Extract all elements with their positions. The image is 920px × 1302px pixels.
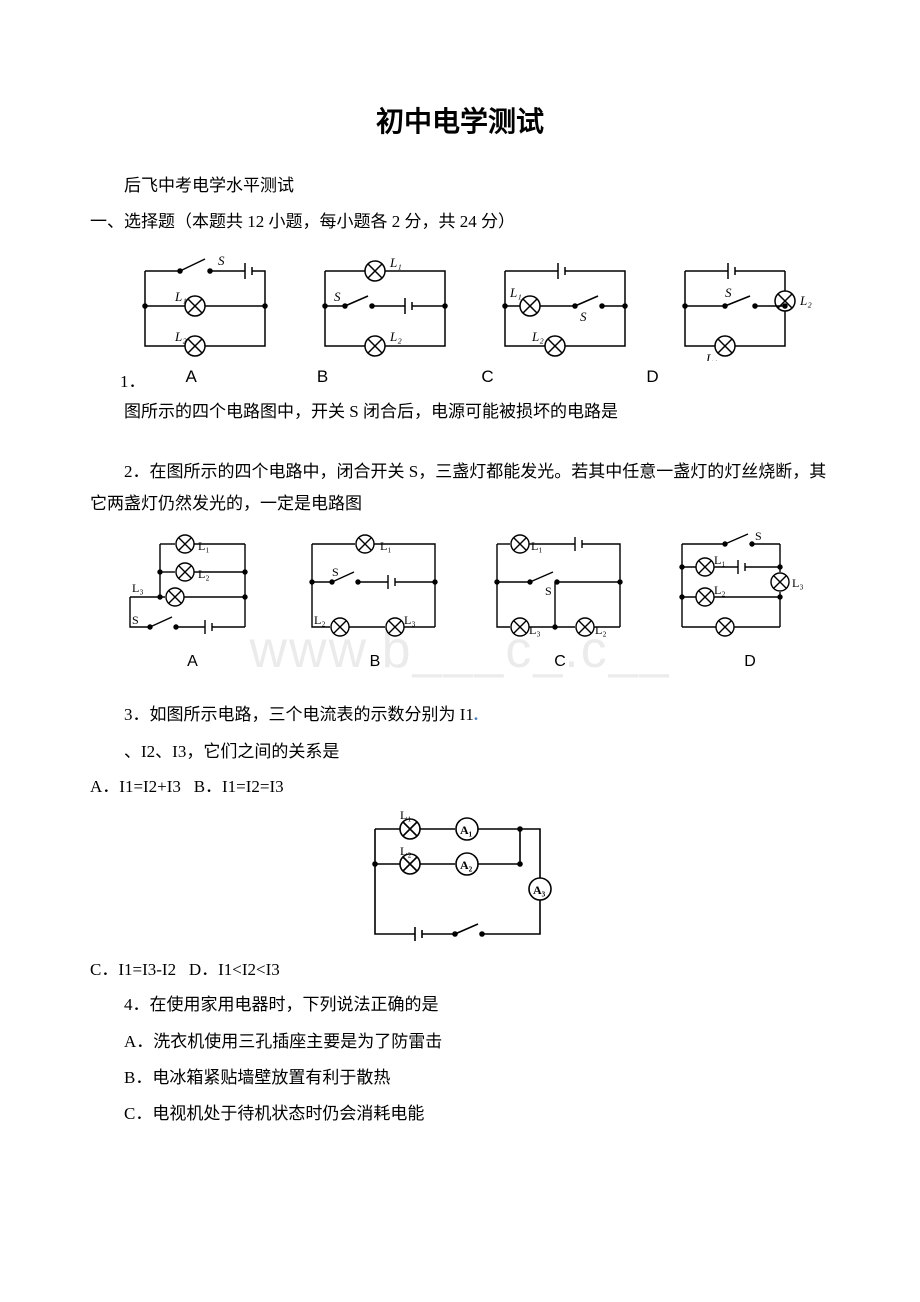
q1-opt-d: D <box>568 367 738 392</box>
q2-circuit-d-svg: S L₁ L₂ L₃ <box>670 532 830 647</box>
q1-circuit-a: S L₁ L₂ <box>130 251 280 361</box>
q2-opt-a: A <box>187 653 198 671</box>
label-l3: L₃ <box>132 581 144 595</box>
label-s: S <box>545 584 552 598</box>
label-l2: L₂ <box>314 613 326 627</box>
q3-line1-text: 3．如图所示电路，三个电流表的示数分别为 I1 <box>124 705 474 724</box>
q3-line1: 3．如图所示电路，三个电流表的示数分别为 I1. <box>90 699 830 731</box>
q1-circuit-d: S L₂ L₁ <box>670 251 830 361</box>
section-heading: 一、选择题（本题共 12 小题，每小题各 2 分，共 24 分） <box>90 206 830 238</box>
q1-text: 图所示的四个电路图中，开关 S 闭合后，电源可能被损坏的电路是 <box>90 396 830 428</box>
label-l2: L₂ <box>174 329 187 344</box>
q1-opt-a: A <box>186 367 238 392</box>
q1-circuit-b: L₁ S L₂ <box>310 251 460 361</box>
label-s: S <box>755 532 762 543</box>
q2-opt-b: B <box>370 653 381 671</box>
label-l2: L₂ <box>389 329 402 344</box>
q1-option-labels: 1． A B C D <box>150 367 830 392</box>
label-l3: L₃ <box>792 576 804 590</box>
label-l1: L₁ <box>714 553 726 567</box>
label-s: S <box>725 285 732 300</box>
label-l2: L₂ <box>400 844 412 858</box>
q3-opt-c: C．I1=I3-I2 <box>90 960 176 979</box>
document-page: www.b___c_.c__ 初中电学测试 后飞中考电学水平测试 一、选择题（本… <box>0 0 920 1194</box>
q4-opt-a: A．洗衣机使用三孔插座主要是为了防雷击 <box>90 1026 830 1058</box>
q1-circuit-c: L₁ S L₂ <box>490 251 640 361</box>
label-l1: L₁ <box>705 351 718 361</box>
label-l1: L₁ <box>400 809 412 822</box>
q1-opt-b: B <box>238 367 408 392</box>
q2-opt-d: D <box>744 653 756 671</box>
label-s: S <box>334 289 341 304</box>
label-l2: L₂ <box>595 623 607 637</box>
q2-circuit-b-svg: L₁ S L₂ L₃ <box>300 532 450 647</box>
q3-circuit-svg: A₃ A₁ A₂ <box>360 809 560 949</box>
q3-opts-ab: A．I1=I2+I3 B．I1=I2=I3 <box>90 772 830 803</box>
q3-line2: 、I2、I3，它们之间的关系是 <box>90 736 830 768</box>
q2-text: 2．在图所示的四个电路中，闭合开关 S，三盏灯都能发光。若其中任意一盏灯的灯丝烧… <box>90 456 830 521</box>
q1-diagram-row: S L₁ L₂ <box>130 251 830 361</box>
main-title: 初中电学测试 <box>90 100 830 140</box>
q1-number: 1． <box>120 367 146 392</box>
subtitle-line: 后飞中考电学水平测试 <box>90 170 830 202</box>
q4-opt-c: C．电视机处于待机状态时仍会消耗电能 <box>90 1098 830 1130</box>
q2-circuit-a-svg: L₁ L₂ L₃ S <box>120 532 265 647</box>
q1-circuit-d-svg: S L₂ L₁ <box>670 251 830 361</box>
q2-circuit-c-svg: L₁ S L₃ L₂ <box>485 532 635 647</box>
q3-diagram-wrap: A₃ A₁ A₂ <box>90 809 830 949</box>
label-l1: L₁ <box>509 285 522 300</box>
label-l1: L₁ <box>380 539 392 553</box>
label-s: S <box>332 565 339 579</box>
q1-circuit-c-svg: L₁ S L₂ <box>490 251 640 361</box>
q4-text: 4．在使用家用电器时，下列说法正确的是 <box>90 989 830 1021</box>
label-l2: L₂ <box>714 583 726 597</box>
q3-opt-a: A．I1=I2+I3 <box>90 777 181 796</box>
svg-text:A₁: A₁ <box>460 823 473 837</box>
label-l1: L₁ <box>198 539 210 553</box>
label-l1: L₁ <box>174 289 187 304</box>
q2-circuit-c: L₁ S L₃ L₂ C <box>485 532 635 671</box>
label-l3: L₃ <box>404 613 416 627</box>
label-l2: L₂ <box>198 567 210 581</box>
q4-opt-b: B．电冰箱紧贴墙壁放置有利于散热 <box>90 1062 830 1094</box>
label-s: S <box>132 613 139 627</box>
q2-circuit-b: L₁ S L₂ L₃ B <box>300 532 450 671</box>
svg-text:A₃: A₃ <box>533 883 546 897</box>
q2-diagram-row: L₁ L₂ L₃ S A <box>120 532 830 671</box>
label-l1: L₁ <box>389 255 402 270</box>
label-l1: L₁ <box>531 539 543 553</box>
q2-opt-c: C <box>554 653 566 671</box>
q2-circuit-d: S L₁ L₂ L₃ D <box>670 532 830 671</box>
q1-circuit-b-svg: L₁ S L₂ <box>310 251 460 361</box>
q3-opt-d: D．I1<I2<I3 <box>189 960 280 979</box>
q2-circuit-a: L₁ L₂ L₃ S A <box>120 532 265 671</box>
label-s: S <box>580 309 587 324</box>
q1-circuit-a-svg: S L₁ L₂ <box>130 251 280 361</box>
label-l2: L₂ <box>531 329 544 344</box>
svg-text:A₂: A₂ <box>460 858 473 872</box>
label-l2: L₂ <box>799 293 812 308</box>
label-l3: L₃ <box>529 623 541 637</box>
q1-opt-c: C <box>408 367 568 392</box>
q3-opts-cd: C．I1=I3-I2 D．I1<I2<I3 <box>90 955 830 986</box>
q3-opt-b: B．I1=I2=I3 <box>194 777 284 796</box>
label-s: S <box>218 253 225 268</box>
